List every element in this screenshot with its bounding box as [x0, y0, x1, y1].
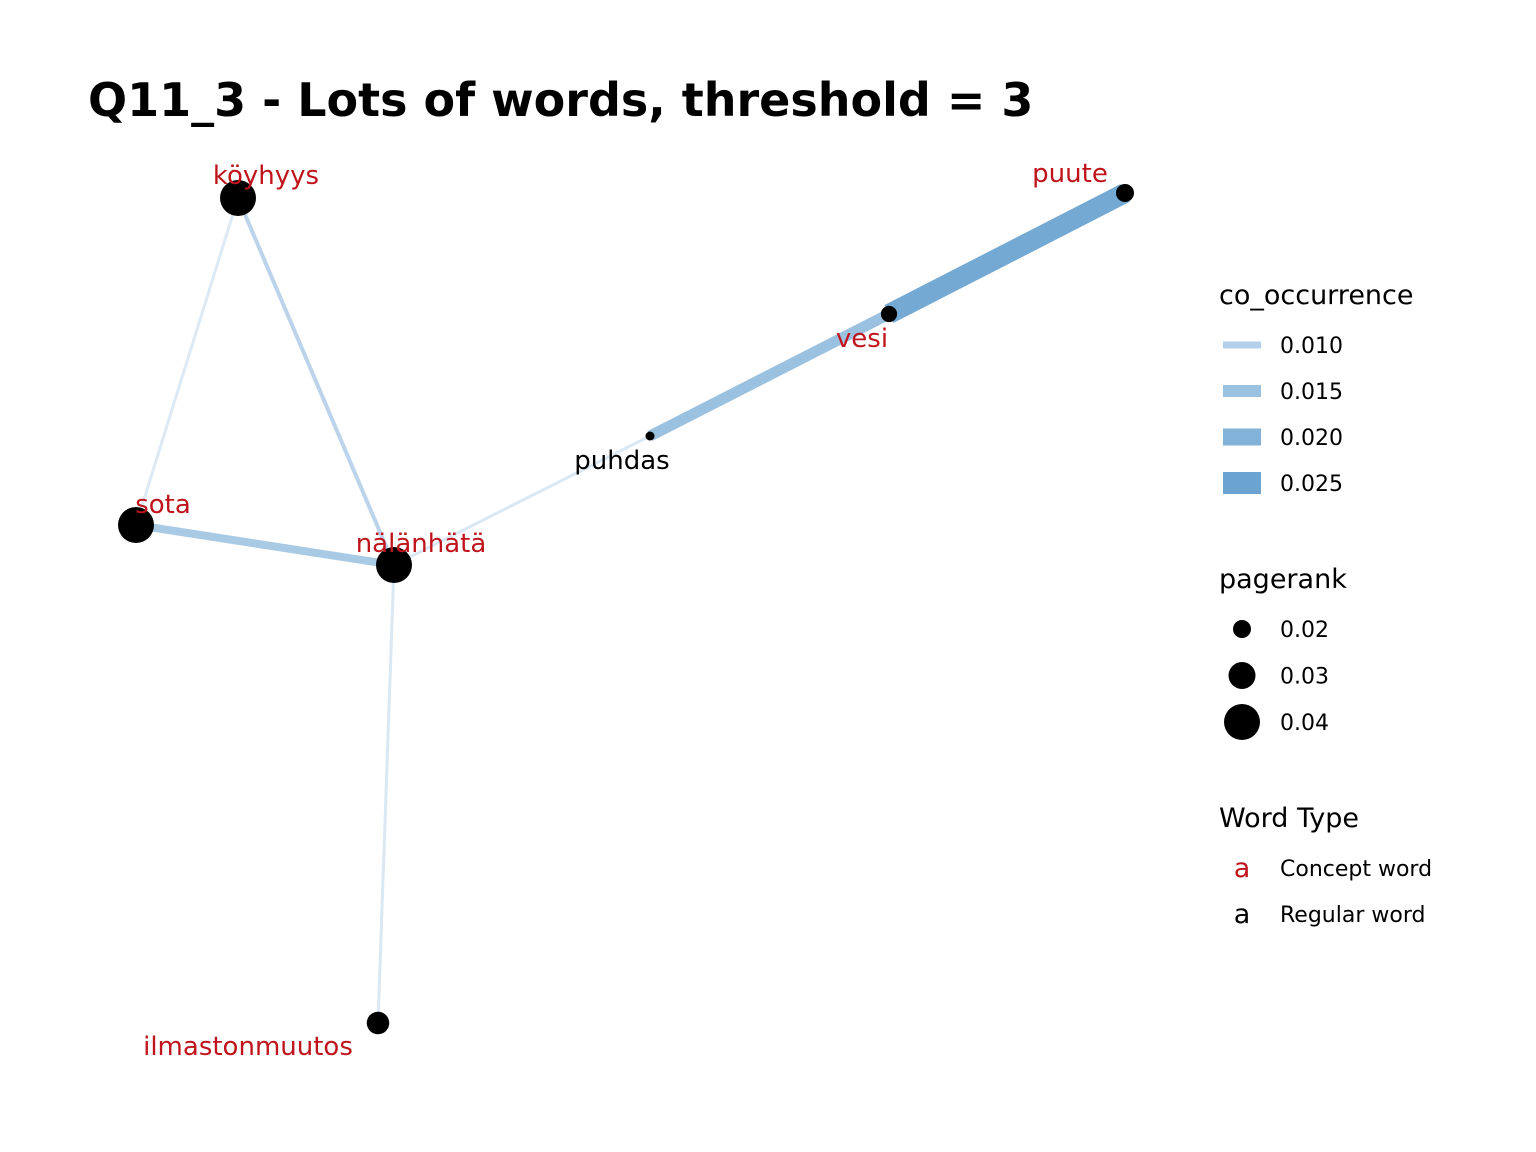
edge-koyhyys-nalanhata: [236, 197, 396, 566]
legend-pagerank-key: [1228, 662, 1256, 689]
diagram-title: Q11_3 - Lots of words, threshold = 3: [88, 73, 1033, 127]
legend-co-occurrence-title: co_occurrence: [1219, 280, 1414, 311]
node-label-sota: sota: [135, 490, 191, 520]
legend-co-occurrence-label: 0.010: [1280, 334, 1343, 359]
legend-pagerank-label: 0.04: [1280, 711, 1329, 736]
legend-co-occurrence-key: [1223, 385, 1261, 397]
node-ilmastonmuutos: [366, 1011, 390, 1035]
legend-word-type-label: Concept word: [1280, 857, 1432, 882]
legend-word-type-key: a: [1234, 853, 1251, 884]
edge-nalanhata-ilmastonmuutos: [376, 564, 396, 1024]
edges: [134, 184, 1130, 1024]
legend-pagerank-key: [1233, 620, 1251, 638]
node-koyhyys: [220, 180, 256, 216]
node-sota: [118, 507, 154, 543]
legend-word-type-key: a: [1234, 899, 1251, 930]
legend-co-occurrence-label: 0.015: [1280, 380, 1343, 405]
legend-pagerank-key: [1224, 704, 1260, 740]
legend-pagerank-title: pagerank: [1219, 564, 1347, 595]
node-label-puute: puute: [1032, 159, 1108, 189]
legend-word-type: Word Type a Concept word a Regular word: [1219, 803, 1432, 930]
node-nalanhata: [376, 547, 412, 583]
legend-co-occurrence-key: [1223, 428, 1261, 446]
legend-co-occurrence-label: 0.025: [1280, 472, 1343, 497]
legend-pagerank: pagerank 0.02 0.03 0.04: [1219, 564, 1347, 740]
legend-word-type-label: Regular word: [1280, 903, 1425, 928]
node-vesi: [880, 305, 898, 323]
nodes: [118, 180, 1134, 1035]
legend-pagerank-label: 0.02: [1280, 618, 1329, 643]
legend-pagerank-label: 0.03: [1280, 665, 1329, 690]
node-label-nalanhata: nälänhätä: [356, 529, 487, 559]
node-label-koyhyys: köyhyys: [213, 161, 319, 191]
node-label-puhdas: puhdas: [574, 446, 669, 476]
legend-co-occurrence-key: [1223, 341, 1261, 349]
legend-word-type-title: Word Type: [1219, 803, 1359, 834]
node-label-vesi: vesi: [836, 324, 888, 354]
legend-co-occurrence-key: [1223, 472, 1261, 494]
node-label-ilmastonmuutos: ilmastonmuutos: [143, 1032, 353, 1062]
edge-nalanhata-puhdas: [393, 434, 651, 567]
edge-vesi-puute: [884, 184, 1130, 323]
legend: co_occurrence 0.010 0.015 0.020 0.025 pager…: [1219, 280, 1432, 930]
edge-puhdas-vesi: [647, 309, 892, 441]
legend-co-occurrence-label: 0.020: [1280, 426, 1343, 451]
legend-co-occurrence: co_occurrence 0.010 0.015 0.020 0.025: [1219, 280, 1414, 497]
node-puhdas: [645, 431, 655, 441]
node-puute: [1116, 184, 1134, 202]
edge-sota-nalanhata: [135, 521, 395, 569]
edge-koyhyys-sota: [134, 197, 240, 526]
node-labels: köyhyys puute vesi puhdas sota nälänhätä ilmas…: [135, 159, 1108, 1062]
